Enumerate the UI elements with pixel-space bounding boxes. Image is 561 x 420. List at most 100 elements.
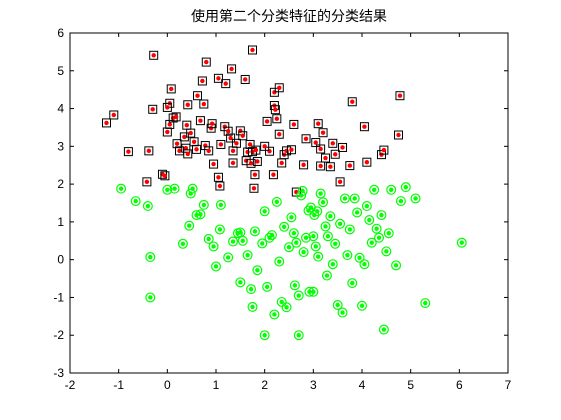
circle-marker <box>400 182 411 193</box>
x-tick-label: 2 <box>261 378 268 392</box>
circle-marker <box>456 237 467 248</box>
class2-point <box>228 236 239 247</box>
class1-point <box>204 146 214 156</box>
circle-marker <box>420 298 431 309</box>
data-dot <box>228 135 233 141</box>
data-dot <box>185 102 190 107</box>
class1-point <box>325 162 335 172</box>
square-marker <box>330 149 340 159</box>
data-dot <box>333 241 338 246</box>
square-marker <box>193 91 203 101</box>
data-dot <box>180 241 186 246</box>
data-dot <box>146 148 152 154</box>
class2-point <box>321 270 332 281</box>
y-tick-label: -3 <box>53 366 64 380</box>
class2-point <box>247 301 258 312</box>
data-dot <box>225 255 231 260</box>
class1-point <box>252 156 262 166</box>
circle-marker <box>223 252 234 263</box>
data-dot <box>459 240 464 245</box>
class1-point <box>148 104 158 114</box>
data-dot <box>328 164 333 169</box>
data-dot <box>206 148 211 154</box>
circle-marker <box>247 301 258 312</box>
class1-point <box>183 100 193 110</box>
data-dot <box>333 152 338 157</box>
square-marker <box>318 128 328 138</box>
class2-point <box>320 221 331 232</box>
class1-point <box>270 105 280 115</box>
data-dot <box>213 264 219 269</box>
circle-marker <box>264 232 275 243</box>
series-1 <box>102 45 405 197</box>
square-marker <box>123 147 133 157</box>
square-marker <box>149 50 159 60</box>
class2-point <box>262 281 273 292</box>
class1-point <box>223 126 233 136</box>
square-marker <box>220 122 230 132</box>
data-dot <box>218 142 224 147</box>
class2-point <box>274 256 285 267</box>
class2-point <box>215 199 226 210</box>
data-dot <box>248 161 254 166</box>
square-marker <box>321 153 330 163</box>
class2-point <box>335 218 346 229</box>
class2-point <box>420 298 431 309</box>
class2-point <box>378 324 389 335</box>
class2-point <box>371 223 382 234</box>
data-dot <box>318 146 323 152</box>
circle-marker <box>312 206 323 217</box>
data-dot <box>126 149 131 154</box>
class1-point <box>379 145 389 155</box>
data-dot <box>374 226 379 231</box>
class2-point <box>291 237 302 248</box>
circle-marker <box>242 250 253 261</box>
square-marker <box>213 73 223 83</box>
data-dot <box>184 122 189 128</box>
class1-point <box>123 147 133 157</box>
data-dot <box>225 129 231 134</box>
class2-point <box>349 193 360 204</box>
data-dot <box>359 303 365 308</box>
data-dot <box>397 93 403 98</box>
square-marker <box>226 133 236 143</box>
class1-point <box>197 76 207 86</box>
circle-marker <box>274 256 285 267</box>
data-dot <box>296 333 301 338</box>
class2-point <box>391 260 402 271</box>
square-marker <box>338 142 348 152</box>
circle-marker <box>211 261 222 272</box>
circle-marker <box>361 201 372 212</box>
class2-point <box>325 211 336 222</box>
square-marker <box>268 170 278 180</box>
class1-point <box>251 145 261 155</box>
x-tick-label: 4 <box>359 378 366 392</box>
class1-point <box>299 160 309 170</box>
class2-point <box>332 300 343 311</box>
circle-marker <box>142 201 153 212</box>
class2-point <box>312 206 323 217</box>
circle-marker <box>354 252 365 263</box>
y-tick-label: 2 <box>57 177 64 191</box>
class2-point <box>266 230 277 241</box>
class1-point <box>109 110 119 120</box>
data-dot <box>308 205 314 210</box>
circle-marker <box>313 251 324 262</box>
class1-point <box>313 119 323 129</box>
class2-point <box>259 206 270 217</box>
data-dot <box>104 120 109 126</box>
circle-marker <box>271 196 282 207</box>
data-dot <box>342 196 348 201</box>
data-dot <box>320 130 326 135</box>
data-dot <box>335 302 340 308</box>
class2-point <box>177 238 188 249</box>
square-marker <box>250 170 260 180</box>
data-dot <box>300 188 305 194</box>
y-tick-label: 1 <box>57 215 64 229</box>
circle-marker <box>410 193 421 204</box>
data-dot <box>243 77 248 82</box>
y-tick-label: -1 <box>53 290 64 304</box>
square-marker <box>201 57 211 67</box>
data-dot <box>217 183 223 189</box>
